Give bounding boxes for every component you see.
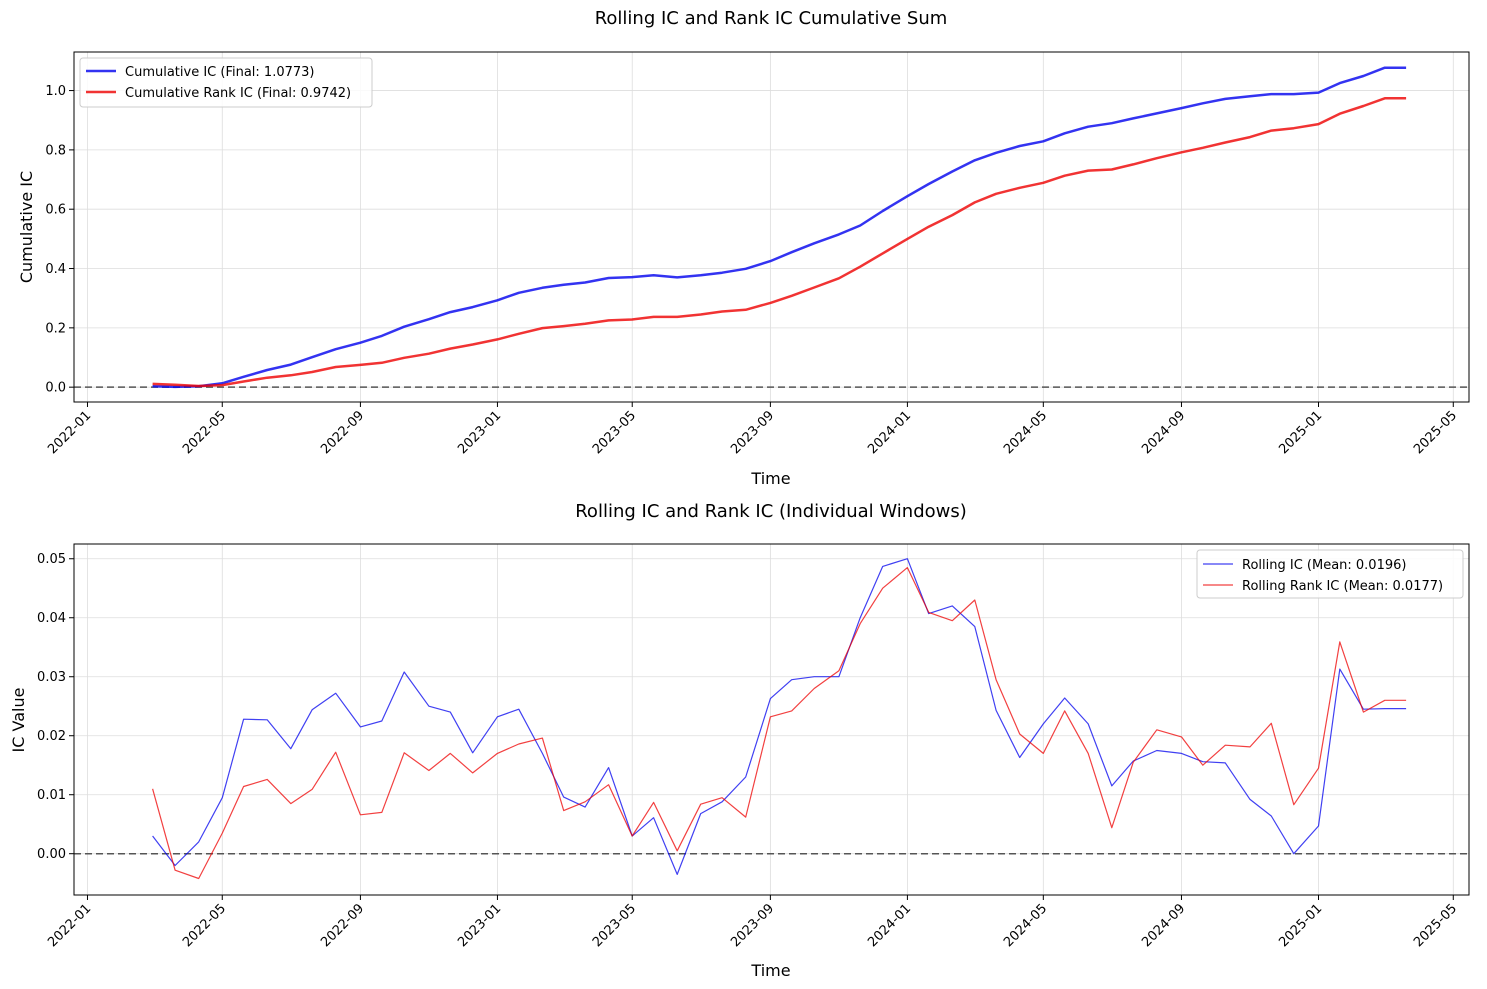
- top-plot-frame: [73, 51, 1470, 403]
- bottom-y-ticks: 0.00 0.01 0.02 0.03 0.04 0.05: [37, 552, 74, 862]
- bottom-legend-label-rank: Rolling Rank IC (Mean: 0.0177): [1242, 579, 1443, 594]
- y-tick-label: 0.0: [45, 381, 66, 396]
- x-tick-label: 2023-01: [455, 408, 504, 457]
- top-series-group: [152, 66, 1407, 389]
- bottom-x-ticks: 2022-01 2022-05 2022-09 2023-01 2023-05 2023-…: [45, 895, 1460, 950]
- y-tick-label: 0.03: [37, 670, 66, 685]
- bottom-y-axis-label: IC Value: [9, 688, 28, 753]
- x-tick-label: 2023-01: [455, 901, 504, 950]
- top-legend-label-rank: Cumulative Rank IC (Final: 0.9742): [125, 86, 351, 101]
- x-tick-label: 2024-05: [1001, 901, 1050, 950]
- series-line-0: [152, 66, 1407, 389]
- bottom-plot-frame: [73, 543, 1470, 896]
- x-tick-label: 2022-01: [45, 901, 94, 950]
- x-tick-label: 2023-09: [728, 901, 777, 950]
- x-tick-label: 2022-09: [318, 408, 367, 457]
- y-tick-label: 0.05: [37, 552, 66, 567]
- x-tick-label: 2024-09: [1139, 408, 1188, 457]
- top-legend-box: [79, 57, 373, 108]
- series-line-1: [152, 97, 1407, 388]
- series-line-0: [152, 558, 1407, 876]
- top-chart-title: Rolling IC and Rank IC Cumulative Sum: [595, 8, 948, 29]
- x-tick-label: 2022-09: [318, 901, 367, 950]
- top-legend-label-ic: Cumulative IC (Final: 1.0773): [125, 65, 314, 80]
- top-legend: Cumulative IC (Final: 1.0773) Cumulative…: [79, 57, 373, 108]
- x-tick-label: 2023-05: [590, 901, 639, 950]
- top-y-ticks: 0.0 0.2 0.4 0.6 0.8 1.0: [45, 84, 74, 396]
- x-tick-label: 2023-05: [590, 408, 639, 457]
- bottom-legend-label-ic: Rolling IC (Mean: 0.0196): [1242, 558, 1406, 573]
- top-x-axis-label: Time: [750, 469, 790, 488]
- x-tick-label: 2024-05: [1001, 408, 1050, 457]
- x-tick-label: 2024-09: [1139, 901, 1188, 950]
- y-tick-label: 0.02: [37, 729, 66, 744]
- y-tick-label: 0.4: [45, 262, 66, 277]
- x-tick-label: 2025-01: [1276, 901, 1325, 950]
- x-tick-label: 2024-01: [865, 408, 914, 457]
- bottom-chart-title: Rolling IC and Rank IC (Individual Windo…: [575, 501, 967, 522]
- series-line-1: [152, 566, 1407, 880]
- y-tick-label: 0.04: [37, 611, 66, 626]
- y-tick-label: 1.0: [45, 84, 66, 99]
- x-tick-label: 2025-05: [1411, 408, 1460, 457]
- bottom-chart: Rolling IC and Rank IC (Individual Windo…: [9, 501, 1470, 980]
- y-tick-label: 0.2: [45, 321, 66, 336]
- x-tick-label: 2022-01: [45, 408, 94, 457]
- top-chart: Rolling IC and Rank IC Cumulative Sum 20…: [17, 8, 1470, 488]
- bottom-series-group: [152, 558, 1407, 880]
- x-tick-label: 2024-01: [865, 901, 914, 950]
- top-y-axis-label: Cumulative IC: [17, 171, 36, 283]
- x-tick-label: 2025-01: [1276, 408, 1325, 457]
- y-tick-label: 0.01: [37, 788, 66, 803]
- bottom-x-axis-label: Time: [750, 961, 790, 980]
- x-tick-label: 2025-05: [1411, 901, 1460, 950]
- y-tick-label: 0.6: [45, 203, 66, 218]
- bottom-legend-box: [1196, 549, 1464, 599]
- y-tick-label: 0.8: [45, 143, 66, 158]
- top-x-ticks: 2022-01 2022-05 2022-09 2023-01 2023-05 2023-…: [45, 402, 1460, 457]
- x-tick-label: 2022-05: [180, 408, 229, 457]
- x-tick-label: 2022-05: [180, 901, 229, 950]
- bottom-legend: Rolling IC (Mean: 0.0196) Rolling Rank I…: [1196, 549, 1464, 599]
- x-tick-label: 2023-09: [728, 408, 777, 457]
- y-tick-label: 0.00: [37, 847, 66, 862]
